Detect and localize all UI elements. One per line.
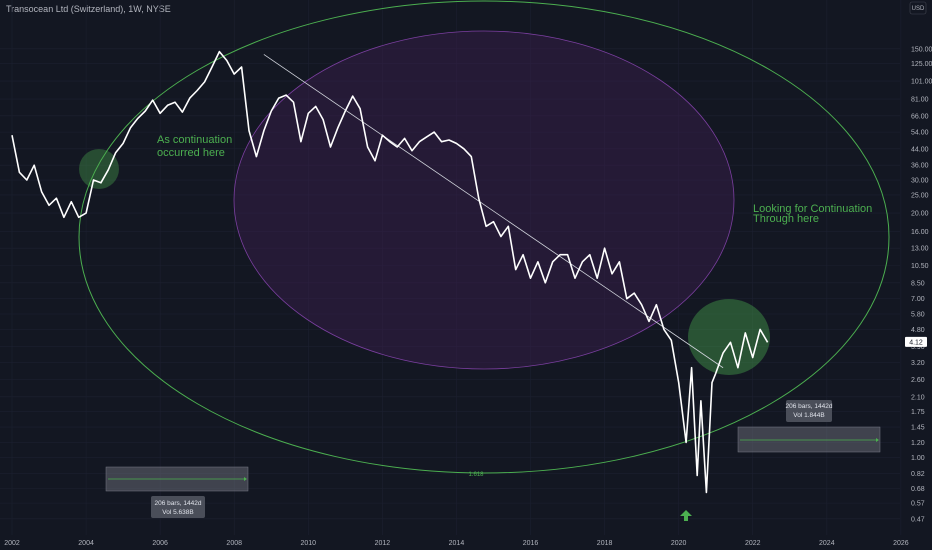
price-series-line <box>11 50 769 494</box>
price-axis[interactable]: 150.00 125.00 101.00 81.00 66.00 54.00 44.00 36… <box>911 46 932 523</box>
range-box-right[interactable]: 206 bars, 1442d Vol 1.844B <box>737 400 881 453</box>
range-box-left[interactable]: 206 bars, 1442d Vol 5.638B <box>105 466 249 518</box>
y-tick-label: 101.00 <box>911 79 932 86</box>
y-tick-label: 2.10 <box>911 394 925 401</box>
x-tick-label: 2024 <box>819 540 835 547</box>
y-tick-label: 16.00 <box>911 229 929 236</box>
continuation-highlight-right <box>688 299 770 375</box>
y-tick-label: 13.00 <box>911 246 929 253</box>
y-tick-label: 10.50 <box>911 263 929 270</box>
grid <box>0 0 902 535</box>
y-tick-label: 3.90 <box>911 344 925 351</box>
y-tick-label: 1.00 <box>911 455 925 462</box>
y-tick-label: 81.00 <box>911 97 929 104</box>
y-tick-label: 125.00 <box>911 61 932 68</box>
y-tick-label: 1.45 <box>911 425 925 432</box>
range-box-right-vol: Vol 1.844B <box>793 412 824 419</box>
annotation-left-line2: occurred here <box>157 147 225 159</box>
x-tick-label: 2016 <box>523 540 539 547</box>
y-tick-label: 54.00 <box>911 130 929 137</box>
x-tick-label: 2002 <box>4 540 20 547</box>
y-tick-label: 0.68 <box>911 486 925 493</box>
range-box-right-bars: 206 bars, 1442d <box>786 403 833 410</box>
y-tick-label: 36.00 <box>911 163 929 170</box>
y-tick-label: 3.20 <box>911 360 925 367</box>
annotation-right-line2: Through here <box>753 213 819 225</box>
x-tick-label: 2022 <box>745 540 761 547</box>
y-tick-label: 8.50 <box>911 280 925 287</box>
x-tick-label: 2014 <box>449 540 465 547</box>
x-tick-label: 2004 <box>78 540 94 547</box>
y-tick-label: 7.00 <box>911 296 925 303</box>
y-tick-label: 4.80 <box>911 327 925 334</box>
chart-title: Transocean Ltd (Switzerland), 1W, NYSE <box>6 4 171 14</box>
up-arrow-icon <box>680 510 692 521</box>
x-tick-label: 2008 <box>226 540 242 547</box>
y-tick-label: 25.00 <box>911 192 929 199</box>
annotation-right-line1: Looking for Continuation <box>753 203 872 215</box>
range-box-left-vol: Vol 5.638B <box>162 509 193 516</box>
y-tick-label: 66.00 <box>911 113 929 120</box>
y-tick-label: 150.00 <box>911 46 932 53</box>
currency-label: USD <box>912 6 925 12</box>
range-box-left-bars: 206 bars, 1442d <box>155 500 202 507</box>
annotation-left-line1: As continuation <box>157 134 232 146</box>
x-tick-label: 2020 <box>671 540 687 547</box>
x-tick-label: 2018 <box>597 540 613 547</box>
y-tick-label: 20.00 <box>911 211 929 218</box>
x-tick-label: 2012 <box>375 540 391 547</box>
y-tick-label: 44.00 <box>911 146 929 153</box>
y-tick-label: 5.80 <box>911 312 925 319</box>
svg-text:4.12: 4.12 <box>909 339 923 346</box>
annotation-left: As continuation occurred here <box>157 134 235 159</box>
y-tick-label: 30.00 <box>911 178 929 185</box>
fib-ellipse-inner <box>233 30 735 370</box>
x-tick-label: 2010 <box>301 540 317 547</box>
continuation-highlight-left <box>79 149 119 189</box>
annotation-right: Looking for Continuation Through here <box>753 203 875 225</box>
x-tick-label: 2006 <box>152 540 168 547</box>
y-tick-label: 1.75 <box>911 409 925 416</box>
last-price-tag: 4.12 <box>905 336 927 347</box>
time-axis[interactable]: 2002 2004 2006 2008 2010 2012 2014 2016 2018 2020… <box>4 540 909 547</box>
y-tick-label: 1.20 <box>911 440 925 447</box>
y-tick-label: 0.47 <box>911 516 925 523</box>
x-tick-label: 2026 <box>893 540 909 547</box>
y-tick-label: 2.60 <box>911 377 925 384</box>
fib-ellipse-outer <box>78 0 890 474</box>
y-tick-label: 0.57 <box>911 501 925 508</box>
fib-level-label: 1.618 <box>468 472 484 478</box>
y-tick-label: 0.82 <box>911 471 925 478</box>
